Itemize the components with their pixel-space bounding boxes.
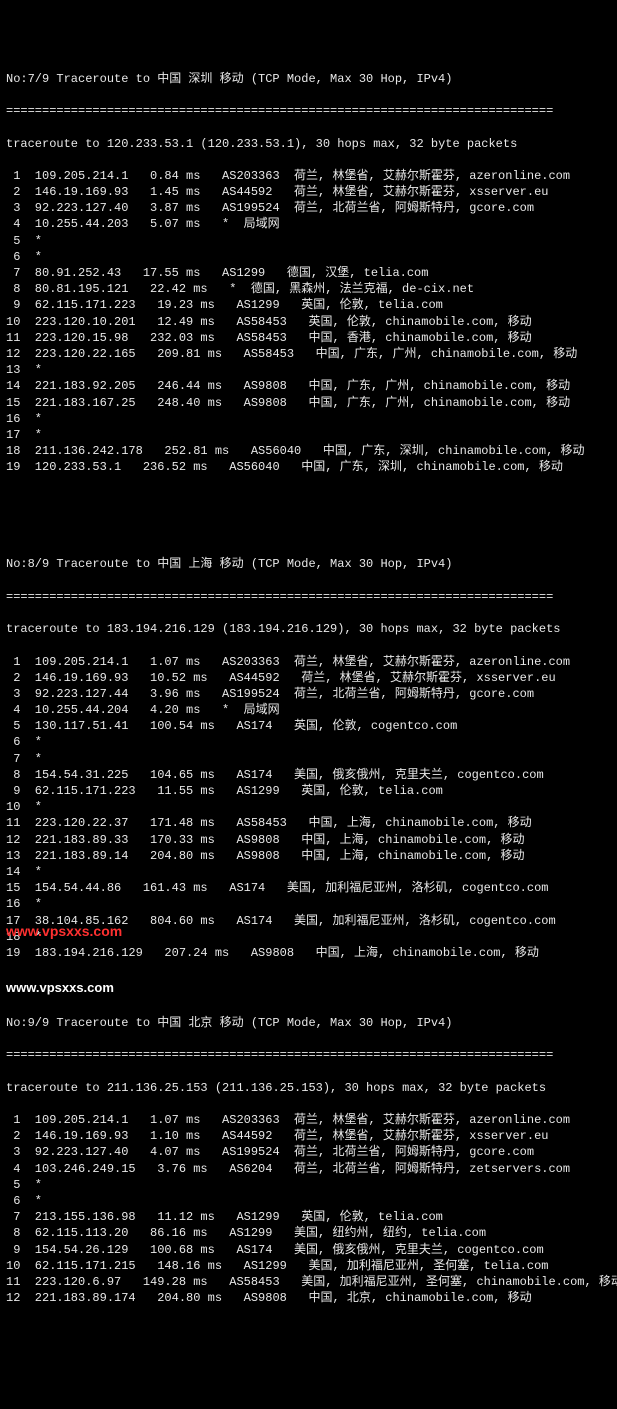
hop-line: 4 10.255.44.204 4.20 ms * 局域网 bbox=[6, 702, 611, 718]
hop-line: 16 * bbox=[6, 896, 611, 912]
hop-line: 10 62.115.171.215 148.16 ms AS1299 美国, 加… bbox=[6, 1258, 611, 1274]
hop-line: 15 154.54.44.86 161.43 ms AS174 美国, 加利福尼… bbox=[6, 880, 611, 896]
hop-line: 18 211.136.242.178 252.81 ms AS56040 中国,… bbox=[6, 443, 611, 459]
trace2-header: No:8/9 Traceroute to 中国 上海 移动 (TCP Mode,… bbox=[6, 556, 611, 572]
hop-line: 1 109.205.214.1 0.84 ms AS203363 荷兰, 林堡省… bbox=[6, 168, 611, 184]
hop-line: 14 221.183.92.205 246.44 ms AS9808 中国, 广… bbox=[6, 378, 611, 394]
hop-line: 8 154.54.31.225 104.65 ms AS174 美国, 俄亥俄州… bbox=[6, 767, 611, 783]
hop-line: 3 92.223.127.44 3.96 ms AS199524 荷兰, 北荷兰… bbox=[6, 686, 611, 702]
trace3-header: No:9/9 Traceroute to 中国 北京 移动 (TCP Mode,… bbox=[6, 1015, 611, 1031]
watermark-2: www.vpsxxs.com bbox=[6, 922, 122, 941]
hop-line: 16 * bbox=[6, 411, 611, 427]
hop-line: 6 * bbox=[6, 1193, 611, 1209]
hop-line: 11 223.120.6.97 149.28 ms AS58453 美国, 加利… bbox=[6, 1274, 611, 1290]
hop-line: 4 103.246.249.15 3.76 ms AS6204 荷兰, 北荷兰省… bbox=[6, 1161, 611, 1177]
blank-line bbox=[6, 524, 611, 540]
trace3-summary: traceroute to 211.136.25.153 (211.136.25… bbox=[6, 1080, 611, 1096]
hop-line: 11 223.120.15.98 232.03 ms AS58453 中国, 香… bbox=[6, 330, 611, 346]
hop-line: 14 * bbox=[6, 864, 611, 880]
hop-line: 5 * bbox=[6, 233, 611, 249]
trace1-summary: traceroute to 120.233.53.1 (120.233.53.1… bbox=[6, 136, 611, 152]
trace2-separator: ========================================… bbox=[6, 589, 611, 605]
hop-line: 2 146.19.169.93 10.52 ms AS44592 荷兰, 林堡省… bbox=[6, 670, 611, 686]
hop-line: 5 130.117.51.41 100.54 ms AS174 英国, 伦敦, … bbox=[6, 718, 611, 734]
blank-line bbox=[6, 492, 611, 508]
trace1-separator: ========================================… bbox=[6, 103, 611, 119]
trace3-separator: ========================================… bbox=[6, 1047, 611, 1063]
hop-line: 8 80.81.195.121 22.42 ms * 德国, 黑森州, 法兰克福… bbox=[6, 281, 611, 297]
hop-line: 4 10.255.44.203 5.07 ms * 局域网 bbox=[6, 216, 611, 232]
trace1-header: No:7/9 Traceroute to 中国 深圳 移动 (TCP Mode,… bbox=[6, 71, 611, 87]
hop-line: 3 92.223.127.40 4.07 ms AS199524 荷兰, 北荷兰… bbox=[6, 1144, 611, 1160]
hop-line: 13 221.183.89.14 204.80 ms AS9808 中国, 上海… bbox=[6, 848, 611, 864]
hop-line: 3 92.223.127.40 3.87 ms AS199524 荷兰, 北荷兰… bbox=[6, 200, 611, 216]
hop-line: 5 * bbox=[6, 1177, 611, 1193]
hop-line: 8 62.115.113.20 86.16 ms AS1299 美国, 纽约州,… bbox=[6, 1225, 611, 1241]
hop-line: 13 * bbox=[6, 362, 611, 378]
trace2-summary: traceroute to 183.194.216.129 (183.194.2… bbox=[6, 621, 611, 637]
hop-line: 7 80.91.252.43 17.55 ms AS1299 德国, 汉堡, t… bbox=[6, 265, 611, 281]
hop-line: 2 146.19.169.93 1.10 ms AS44592 荷兰, 林堡省,… bbox=[6, 1128, 611, 1144]
hop-line: 10 * bbox=[6, 799, 611, 815]
hop-line: 7 * bbox=[6, 751, 611, 767]
hop-line: 9 154.54.26.129 100.68 ms AS174 美国, 俄亥俄州… bbox=[6, 1242, 611, 1258]
hop-line: 2 146.19.169.93 1.45 ms AS44592 荷兰, 林堡省,… bbox=[6, 184, 611, 200]
hop-line: 12 223.120.22.165 209.81 ms AS58453 中国, … bbox=[6, 346, 611, 362]
watermark-1: www.vpsxxs.com bbox=[6, 977, 611, 999]
hop-line: 1 109.205.214.1 1.07 ms AS203363 荷兰, 林堡省… bbox=[6, 1112, 611, 1128]
hop-line: 9 62.115.171.223 19.23 ms AS1299 英国, 伦敦,… bbox=[6, 297, 611, 313]
trace3-hops: 1 109.205.214.1 1.07 ms AS203363 荷兰, 林堡省… bbox=[6, 1112, 611, 1306]
hop-line: 9 62.115.171.223 11.55 ms AS1299 英国, 伦敦,… bbox=[6, 783, 611, 799]
hop-line: 11 223.120.22.37 171.48 ms AS58453 中国, 上… bbox=[6, 815, 611, 831]
hop-line: 19 183.194.216.129 207.24 ms AS9808 中国, … bbox=[6, 945, 611, 961]
trace1-hops: 1 109.205.214.1 0.84 ms AS203363 荷兰, 林堡省… bbox=[6, 168, 611, 476]
hop-line: 6 * bbox=[6, 734, 611, 750]
trace2-hops: 1 109.205.214.1 1.07 ms AS203363 荷兰, 林堡省… bbox=[6, 654, 611, 962]
hop-line: 15 221.183.167.25 248.40 ms AS9808 中国, 广… bbox=[6, 395, 611, 411]
hop-line: 6 * bbox=[6, 249, 611, 265]
hop-line: 7 213.155.136.98 11.12 ms AS1299 英国, 伦敦,… bbox=[6, 1209, 611, 1225]
hop-line: 12 221.183.89.174 204.80 ms AS9808 中国, 北… bbox=[6, 1290, 611, 1306]
hop-line: 12 221.183.89.33 170.33 ms AS9808 中国, 上海… bbox=[6, 832, 611, 848]
hop-line: 19 120.233.53.1 236.52 ms AS56040 中国, 广东… bbox=[6, 459, 611, 475]
hop-line: 17 * bbox=[6, 427, 611, 443]
hop-line: 10 223.120.10.201 12.49 ms AS58453 英国, 伦… bbox=[6, 314, 611, 330]
hop-line: 1 109.205.214.1 1.07 ms AS203363 荷兰, 林堡省… bbox=[6, 654, 611, 670]
